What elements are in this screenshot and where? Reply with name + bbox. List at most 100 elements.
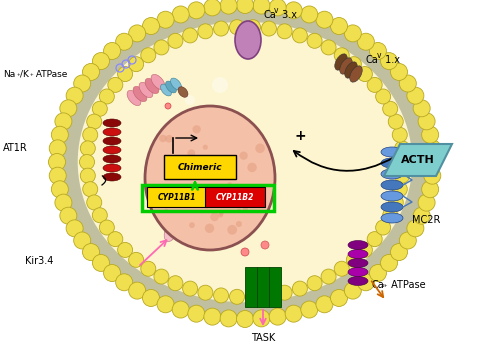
Circle shape: [246, 20, 260, 35]
Text: Chimeric: Chimeric: [178, 162, 222, 171]
Circle shape: [172, 301, 189, 318]
Circle shape: [141, 48, 156, 63]
Circle shape: [92, 254, 110, 272]
Circle shape: [370, 42, 386, 59]
Circle shape: [128, 57, 144, 72]
Circle shape: [165, 135, 173, 142]
Bar: [257, 267, 269, 307]
Circle shape: [182, 281, 198, 296]
Circle shape: [367, 77, 382, 92]
Text: ²⁺: ²⁺: [382, 285, 388, 291]
Ellipse shape: [348, 249, 368, 258]
Circle shape: [142, 289, 160, 306]
Text: v: v: [274, 6, 278, 15]
Circle shape: [344, 282, 362, 299]
Circle shape: [188, 305, 205, 322]
Ellipse shape: [171, 216, 185, 238]
Circle shape: [269, 0, 286, 16]
Ellipse shape: [103, 146, 121, 154]
Ellipse shape: [381, 191, 403, 201]
Text: ⁺: ⁺: [30, 74, 34, 80]
Text: TASK: TASK: [251, 333, 275, 343]
Text: ACTH: ACTH: [401, 155, 435, 165]
Circle shape: [400, 75, 416, 92]
Circle shape: [292, 28, 308, 43]
Circle shape: [157, 296, 174, 313]
Circle shape: [108, 77, 123, 92]
Circle shape: [346, 252, 362, 267]
Circle shape: [358, 274, 374, 291]
Circle shape: [116, 274, 132, 291]
Circle shape: [205, 224, 214, 233]
Circle shape: [118, 67, 132, 81]
Circle shape: [185, 95, 195, 105]
Circle shape: [418, 113, 435, 130]
Circle shape: [220, 0, 237, 14]
Ellipse shape: [381, 169, 403, 179]
Circle shape: [198, 24, 213, 39]
Ellipse shape: [127, 90, 141, 106]
Text: ⁺: ⁺: [17, 74, 21, 80]
Circle shape: [301, 301, 318, 318]
Circle shape: [380, 254, 398, 272]
Circle shape: [330, 18, 347, 34]
Circle shape: [80, 155, 94, 169]
Circle shape: [301, 6, 318, 23]
Circle shape: [128, 282, 146, 299]
Ellipse shape: [103, 137, 121, 145]
Circle shape: [253, 0, 270, 14]
Text: CYP11B1: CYP11B1: [158, 193, 196, 201]
Circle shape: [422, 181, 438, 198]
Circle shape: [128, 25, 146, 42]
Circle shape: [376, 89, 390, 104]
Circle shape: [228, 182, 232, 187]
Circle shape: [285, 2, 302, 19]
Circle shape: [248, 162, 257, 172]
Text: Ca: Ca: [372, 280, 385, 290]
Circle shape: [358, 67, 372, 81]
Circle shape: [82, 63, 100, 80]
Ellipse shape: [345, 62, 357, 78]
Bar: [245, 267, 257, 307]
Circle shape: [100, 89, 114, 104]
Circle shape: [199, 197, 206, 204]
Text: 1.x: 1.x: [382, 55, 400, 65]
Circle shape: [210, 166, 214, 170]
Ellipse shape: [335, 54, 347, 70]
Circle shape: [413, 207, 430, 224]
Circle shape: [168, 276, 183, 291]
Circle shape: [49, 167, 66, 184]
Circle shape: [321, 40, 336, 55]
Ellipse shape: [235, 21, 261, 59]
Circle shape: [188, 2, 205, 19]
Circle shape: [104, 265, 120, 282]
Circle shape: [66, 87, 83, 104]
Circle shape: [52, 126, 68, 143]
Ellipse shape: [170, 78, 181, 90]
Circle shape: [396, 155, 410, 169]
Ellipse shape: [348, 276, 368, 286]
Ellipse shape: [166, 81, 176, 93]
Circle shape: [210, 213, 219, 221]
Circle shape: [230, 20, 244, 35]
Ellipse shape: [381, 180, 403, 190]
Ellipse shape: [139, 82, 153, 98]
Circle shape: [382, 101, 398, 116]
Ellipse shape: [75, 17, 415, 307]
Circle shape: [182, 28, 198, 43]
Circle shape: [262, 288, 276, 303]
Circle shape: [269, 308, 286, 325]
Circle shape: [407, 87, 424, 104]
Circle shape: [316, 11, 333, 28]
Circle shape: [240, 197, 245, 201]
Circle shape: [236, 310, 254, 327]
Polygon shape: [384, 144, 452, 176]
Circle shape: [154, 40, 169, 55]
Circle shape: [236, 0, 254, 13]
Ellipse shape: [178, 87, 188, 97]
Bar: [269, 267, 281, 307]
Ellipse shape: [103, 155, 121, 163]
Circle shape: [172, 6, 189, 23]
Circle shape: [237, 208, 241, 213]
Circle shape: [172, 196, 180, 203]
